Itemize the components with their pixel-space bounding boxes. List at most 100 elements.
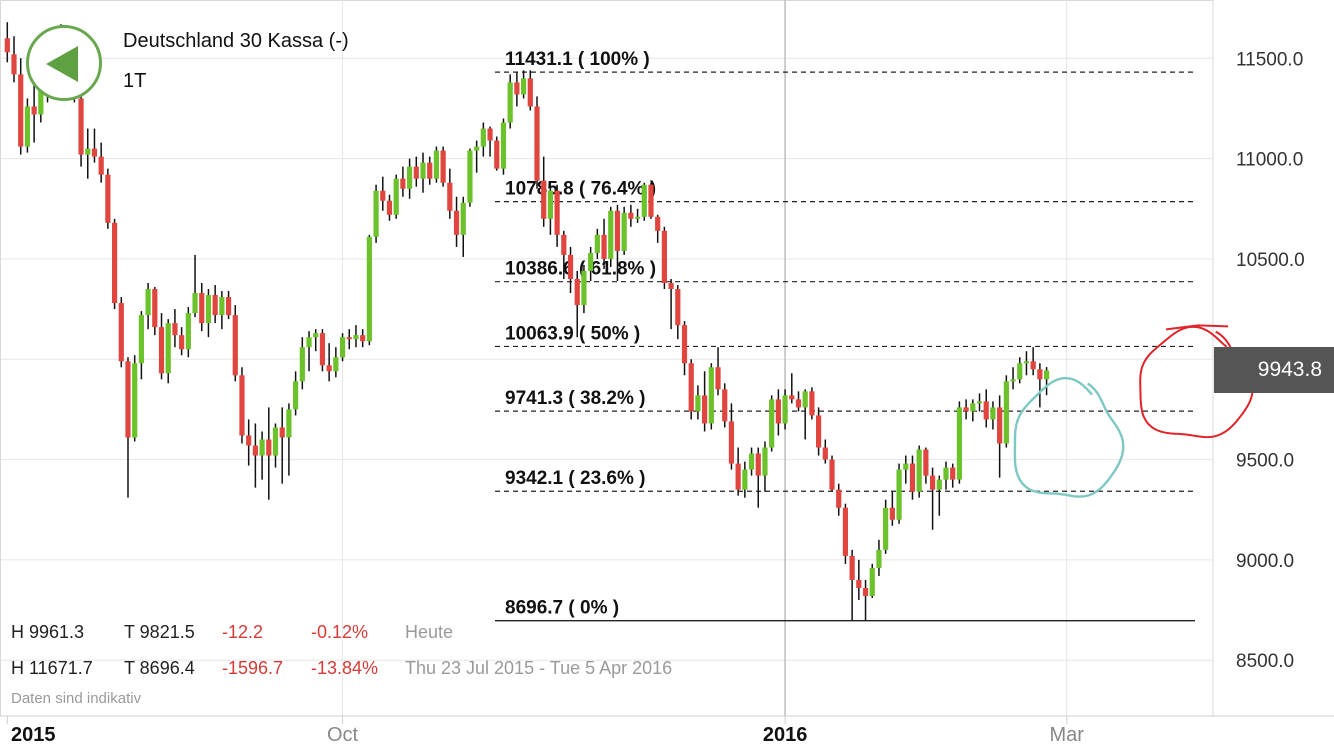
candle bbox=[681, 321, 688, 376]
candle bbox=[728, 403, 735, 470]
today-low: T 9821.5 bbox=[124, 622, 195, 642]
candle bbox=[842, 503, 849, 564]
candle bbox=[950, 463, 956, 488]
candle-body bbox=[219, 297, 225, 316]
candle-body bbox=[722, 389, 728, 422]
candle-body bbox=[152, 289, 158, 328]
candle-body bbox=[272, 427, 279, 456]
candle bbox=[769, 395, 775, 452]
y-tick-label: 8500.0 bbox=[1236, 651, 1294, 672]
candle-body bbox=[1030, 361, 1036, 370]
candle bbox=[185, 307, 191, 358]
back-button[interactable] bbox=[26, 25, 102, 101]
today-change-pct: -0.12% bbox=[311, 622, 369, 642]
candle-body bbox=[239, 375, 245, 436]
candle-body bbox=[78, 98, 84, 155]
candle bbox=[306, 331, 312, 372]
candle bbox=[588, 246, 594, 282]
candle bbox=[132, 355, 138, 442]
candle bbox=[997, 395, 1003, 478]
candle-body bbox=[956, 407, 963, 480]
candle bbox=[467, 148, 473, 207]
candle bbox=[407, 158, 413, 199]
candle-body bbox=[574, 278, 580, 306]
candle-body bbox=[246, 435, 252, 446]
candle bbox=[795, 391, 802, 412]
candle bbox=[903, 455, 909, 484]
candle bbox=[849, 549, 855, 621]
candle bbox=[695, 385, 701, 420]
candle-body bbox=[681, 325, 688, 364]
candle-body bbox=[601, 234, 607, 259]
candle-body bbox=[862, 587, 869, 596]
range-change-pct: -13.84% bbox=[311, 658, 379, 678]
candle bbox=[98, 142, 104, 183]
candle-body bbox=[453, 210, 460, 235]
candle-body bbox=[916, 449, 922, 492]
x-tick-label: 2016 bbox=[763, 724, 808, 746]
candle bbox=[453, 196, 460, 247]
red-annotation-stroke bbox=[1165, 324, 1229, 331]
candle bbox=[246, 419, 252, 466]
y-tick-label: 11000.0 bbox=[1236, 150, 1303, 171]
candle bbox=[400, 166, 406, 197]
candle bbox=[259, 431, 265, 480]
candle bbox=[125, 357, 131, 498]
candle bbox=[655, 214, 661, 243]
candle bbox=[1030, 347, 1036, 376]
candle bbox=[1023, 351, 1030, 376]
candle bbox=[366, 234, 372, 346]
candle bbox=[272, 423, 279, 468]
y-tick-label: 9000.0 bbox=[1236, 551, 1294, 572]
today-high: H 9961.3 bbox=[11, 622, 85, 642]
candle-body bbox=[413, 166, 419, 179]
candle bbox=[138, 311, 144, 380]
candle bbox=[856, 559, 862, 601]
candle bbox=[722, 383, 728, 428]
candle-body bbox=[896, 469, 902, 520]
candle bbox=[393, 174, 399, 219]
candle-body bbox=[91, 148, 98, 157]
candle-body bbox=[138, 315, 144, 364]
candle-body bbox=[829, 459, 835, 490]
candle bbox=[18, 58, 24, 155]
candle bbox=[152, 287, 158, 336]
candle-body bbox=[789, 395, 795, 400]
candle-body bbox=[909, 463, 916, 492]
candle bbox=[822, 439, 828, 464]
candle-body bbox=[11, 54, 17, 75]
candle bbox=[554, 184, 560, 247]
candle-body bbox=[125, 361, 131, 438]
candle bbox=[869, 563, 875, 599]
candle-body bbox=[252, 445, 258, 456]
candle bbox=[527, 70, 533, 111]
candle-body bbox=[742, 469, 748, 490]
candle bbox=[252, 423, 258, 488]
candle-body bbox=[319, 333, 326, 366]
candle-body bbox=[225, 297, 232, 316]
candle bbox=[427, 156, 433, 185]
candle bbox=[634, 208, 641, 223]
candle bbox=[225, 291, 232, 320]
candle-body bbox=[795, 399, 802, 408]
candle bbox=[373, 184, 379, 243]
candle-body bbox=[608, 210, 614, 259]
candle-body bbox=[581, 270, 587, 306]
period-label[interactable]: 1T bbox=[123, 70, 147, 92]
candle-body bbox=[199, 293, 205, 324]
candle bbox=[983, 389, 989, 428]
candle bbox=[802, 389, 808, 440]
candle bbox=[85, 128, 91, 179]
candle bbox=[266, 407, 272, 500]
candle-body bbox=[293, 381, 299, 410]
candle-body bbox=[185, 313, 191, 350]
candle-body bbox=[950, 467, 956, 480]
candle bbox=[420, 152, 426, 193]
candle-body bbox=[407, 166, 413, 189]
candle bbox=[299, 337, 305, 390]
candle-body bbox=[876, 549, 882, 568]
candle bbox=[641, 182, 647, 221]
candle bbox=[339, 333, 346, 362]
y-tick-label: 9500.0 bbox=[1236, 451, 1294, 472]
